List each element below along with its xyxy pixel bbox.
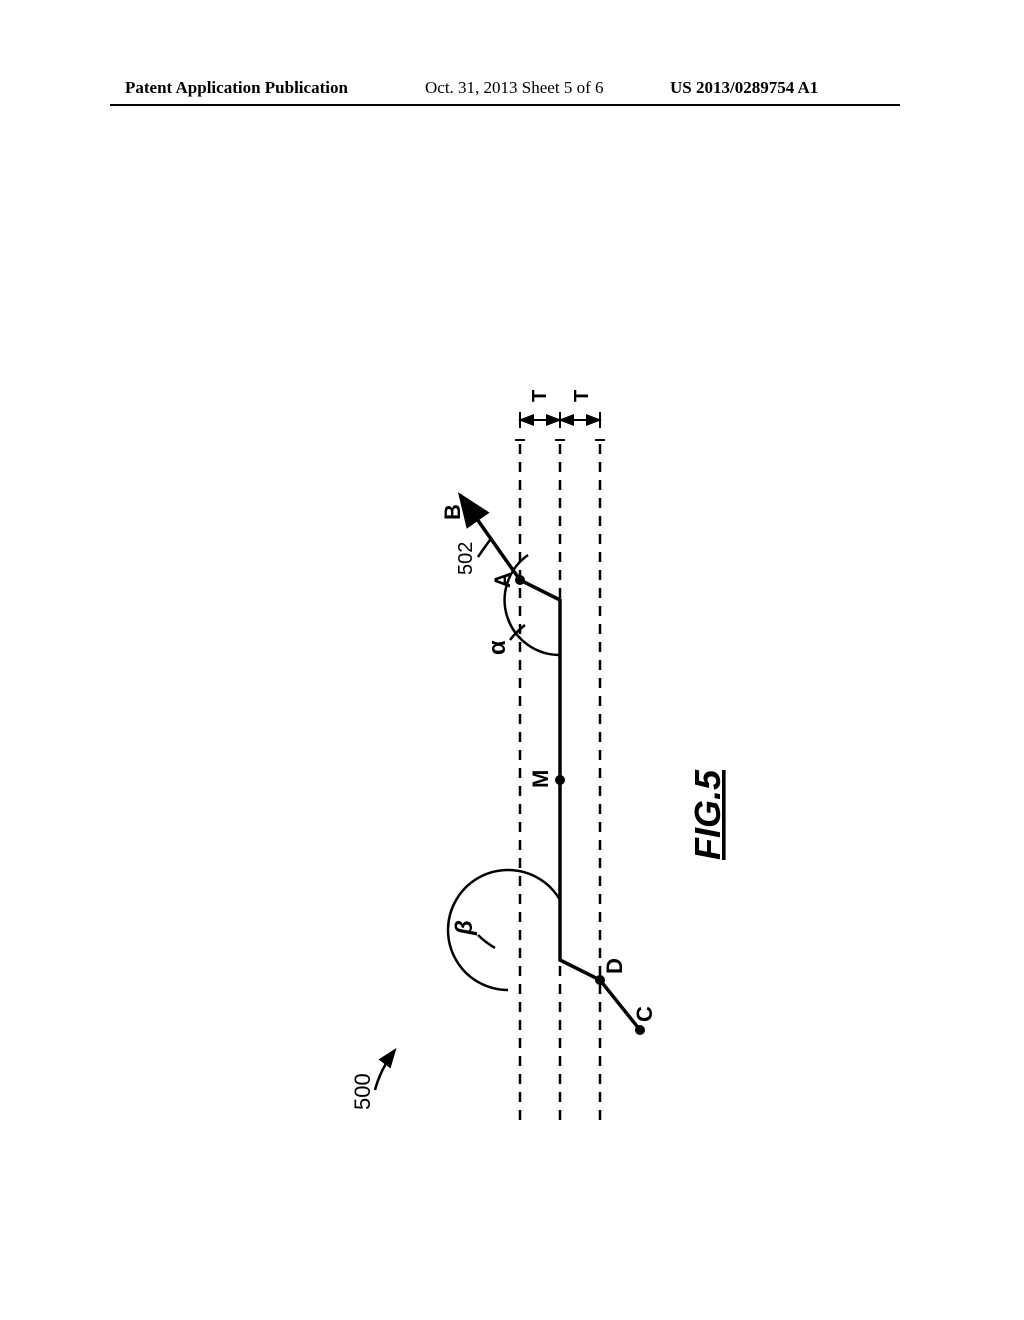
header-left-text: Patent Application Publication: [125, 78, 348, 98]
label-B: B: [440, 504, 465, 520]
ref-500-leader: [375, 1050, 395, 1090]
label-M: M: [528, 770, 553, 788]
point-A: [515, 575, 525, 585]
alpha-arc: [505, 555, 560, 655]
header-rule: [110, 104, 900, 106]
figure-5: 500 502 B A M D C α β T T FIG.5: [60, 130, 960, 1230]
figure-caption: FIG.5: [687, 769, 728, 860]
label-T-top: T: [529, 390, 551, 402]
header-center-text: Oct. 31, 2013 Sheet 5 of 6: [425, 78, 603, 98]
point-D: [595, 975, 605, 985]
trajectory-path: [460, 495, 640, 1030]
figure-svg: 500 502 B A M D C α β T T FIG.5: [60, 130, 960, 1230]
label-alpha: α: [484, 640, 511, 655]
label-D: D: [602, 958, 627, 974]
ref-502-text: 502: [455, 542, 477, 575]
ref-500-text: 500: [350, 1073, 375, 1110]
header-right-text: US 2013/0289754 A1: [670, 78, 818, 98]
label-T-bot: T: [571, 390, 593, 402]
label-A: A: [490, 572, 515, 588]
point-M: [555, 775, 565, 785]
ref-502-leader: [478, 540, 490, 557]
point-C: [635, 1025, 645, 1035]
label-beta: β: [451, 920, 478, 936]
point-B: [465, 505, 475, 515]
label-C: C: [632, 1006, 657, 1022]
beta-leader: [478, 935, 495, 948]
